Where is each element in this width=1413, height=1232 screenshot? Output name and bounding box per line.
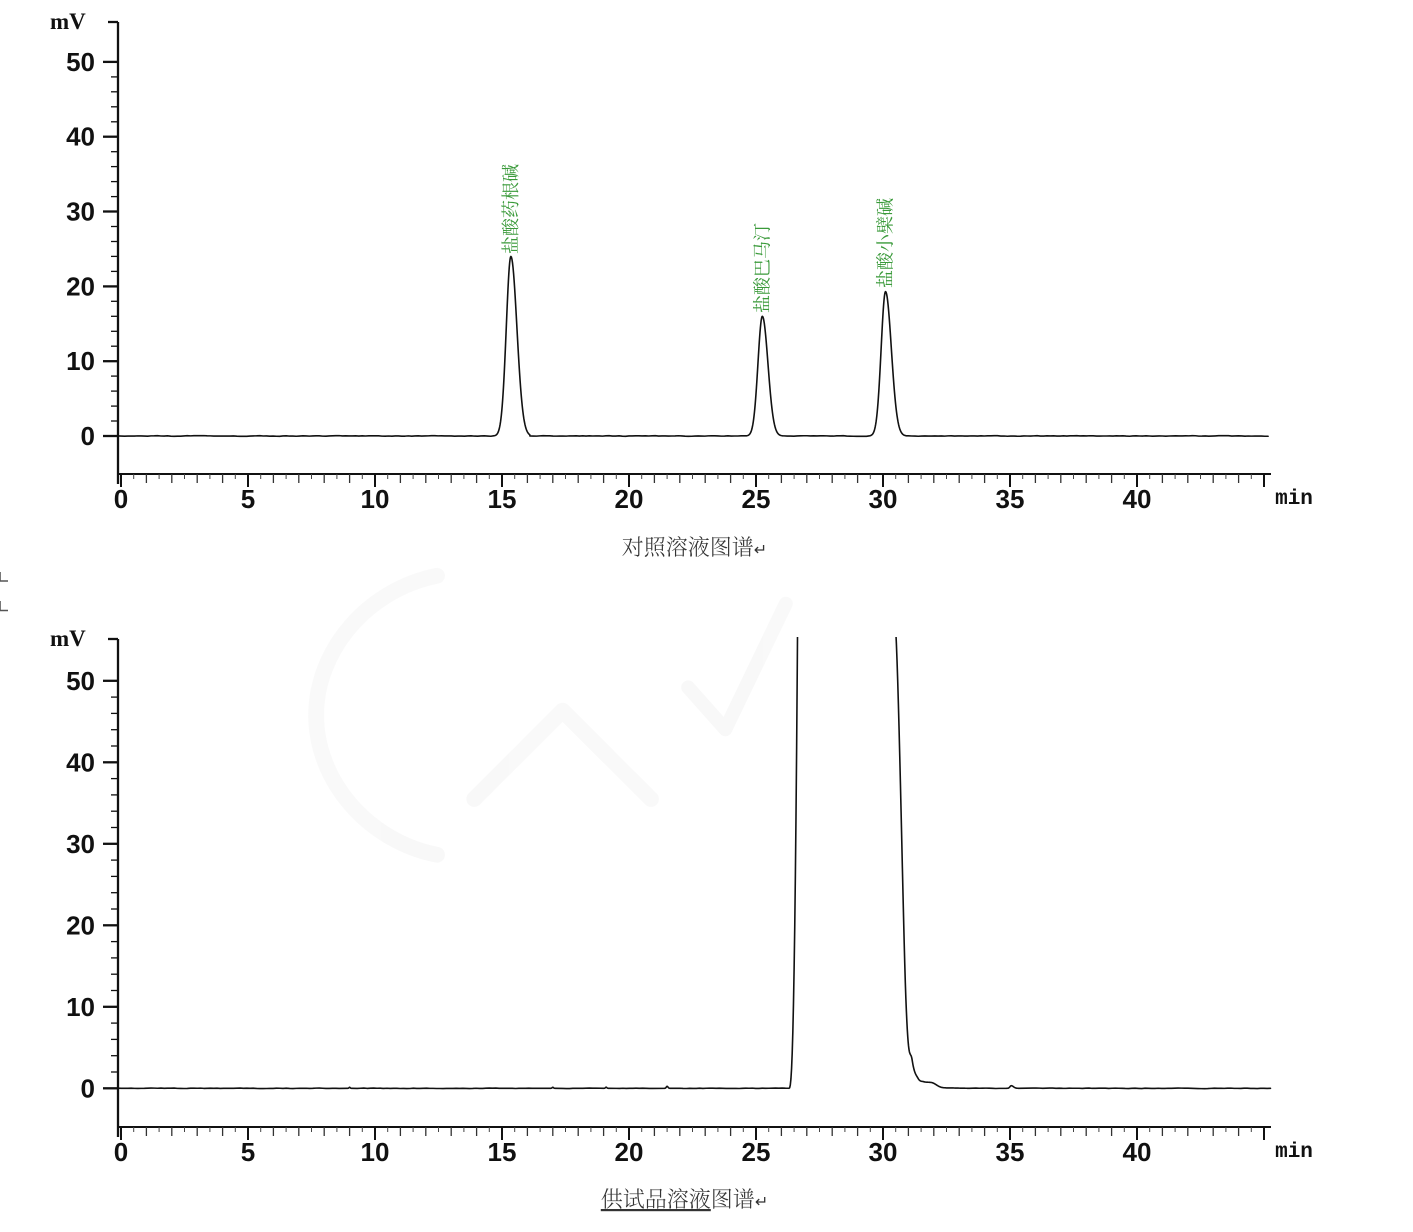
svg-text:30: 30 bbox=[66, 197, 95, 227]
svg-text:30: 30 bbox=[869, 1137, 898, 1167]
svg-text:5: 5 bbox=[241, 484, 255, 514]
svg-text:10: 10 bbox=[361, 484, 390, 514]
svg-text:20: 20 bbox=[66, 271, 95, 301]
svg-text:盐酸巴马汀: 盐酸巴马汀 bbox=[748, 223, 774, 313]
svg-text:20: 20 bbox=[615, 484, 644, 514]
svg-text:40: 40 bbox=[66, 122, 95, 152]
svg-text:35: 35 bbox=[996, 484, 1025, 514]
svg-text:25: 25 bbox=[742, 1137, 771, 1167]
svg-text:min: min bbox=[1275, 1141, 1313, 1164]
svg-text:0: 0 bbox=[81, 1073, 95, 1103]
svg-text:10: 10 bbox=[66, 346, 95, 376]
svg-text:min: min bbox=[1275, 488, 1313, 511]
svg-text:15: 15 bbox=[488, 1137, 517, 1167]
svg-text:mV: mV bbox=[50, 9, 86, 34]
svg-text:10: 10 bbox=[361, 1137, 390, 1167]
svg-text:50: 50 bbox=[66, 666, 95, 696]
svg-text:20: 20 bbox=[615, 1137, 644, 1167]
svg-text:5: 5 bbox=[241, 1137, 255, 1167]
svg-text:50: 50 bbox=[66, 47, 95, 77]
svg-text:40: 40 bbox=[66, 747, 95, 777]
svg-text:30: 30 bbox=[869, 484, 898, 514]
svg-text:盐酸药根碱: 盐酸药根碱 bbox=[497, 164, 523, 254]
svg-text:25: 25 bbox=[742, 484, 771, 514]
svg-text:20: 20 bbox=[66, 910, 95, 940]
svg-text:供试品溶液图谱↵: 供试品溶液图谱↵ bbox=[601, 1183, 768, 1214]
svg-text:15: 15 bbox=[488, 484, 517, 514]
svg-text:40: 40 bbox=[1123, 484, 1152, 514]
svg-text:30: 30 bbox=[66, 829, 95, 859]
svg-text:0: 0 bbox=[114, 484, 128, 514]
svg-text:0: 0 bbox=[114, 1137, 128, 1167]
svg-text:mV: mV bbox=[50, 626, 86, 651]
svg-text:对照溶液图谱↵: 对照溶液图谱↵ bbox=[622, 531, 767, 562]
svg-text:35: 35 bbox=[996, 1137, 1025, 1167]
svg-text:0: 0 bbox=[81, 421, 95, 451]
svg-text:10: 10 bbox=[66, 992, 95, 1022]
svg-text:盐酸小檗碱: 盐酸小檗碱 bbox=[872, 198, 898, 288]
svg-text:40: 40 bbox=[1123, 1137, 1152, 1167]
